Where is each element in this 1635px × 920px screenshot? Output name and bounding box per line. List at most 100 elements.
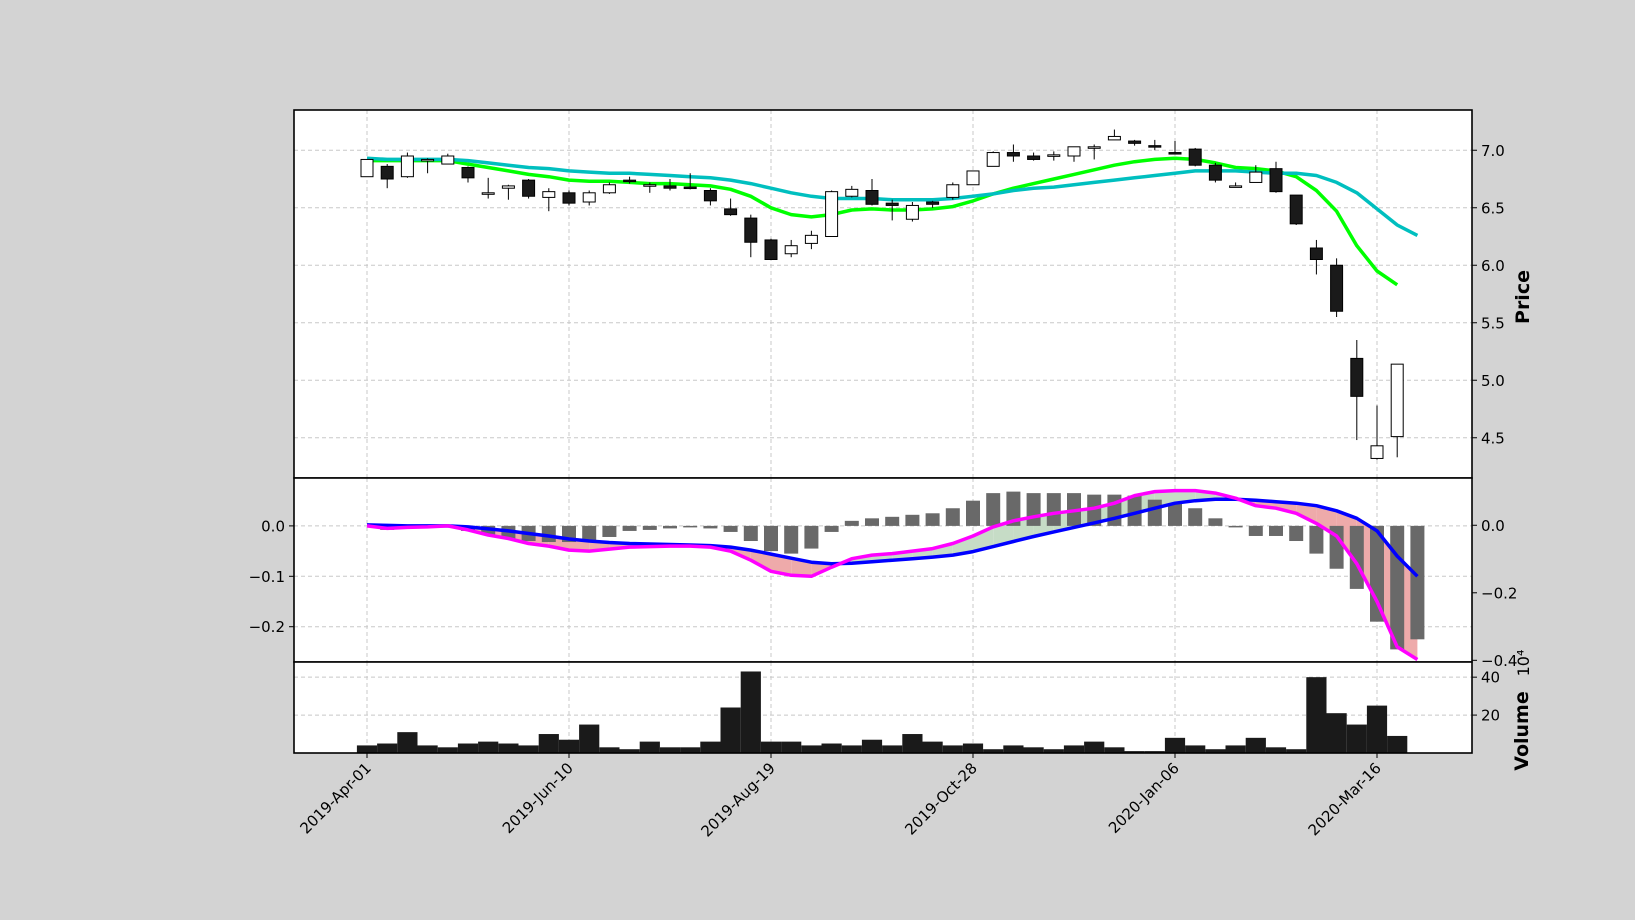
macd-histogram-bar — [1289, 525, 1304, 542]
volume-scale-label: 10⁴ — [1514, 650, 1533, 677]
candle — [1168, 141, 1182, 155]
macd-histogram-bar — [966, 500, 980, 526]
volume-bar — [882, 745, 903, 753]
candle — [1087, 144, 1101, 160]
price-tick-label: 6.5 — [1481, 199, 1505, 217]
macd-histogram-bar — [885, 516, 900, 526]
candle — [1350, 340, 1364, 441]
volume-bar — [781, 741, 802, 753]
volume-tick-label: 20 — [1481, 707, 1500, 725]
candle — [1047, 151, 1061, 161]
volume-bar — [1346, 724, 1367, 753]
volume-bar — [1366, 705, 1388, 753]
candle-body — [966, 170, 980, 186]
candle-body — [1188, 148, 1202, 166]
candle — [1188, 147, 1202, 167]
candle — [926, 200, 940, 208]
candle — [1006, 144, 1020, 162]
macd-tick-label-left: −0.1 — [249, 568, 285, 586]
candle — [461, 166, 475, 183]
macd-panel: 0.0 −0.1 −0.2 0.0 −0.2 −0.4 — [249, 477, 1517, 670]
volume-bar — [538, 734, 559, 753]
candle — [724, 198, 738, 216]
candle-body — [1027, 155, 1041, 160]
candle-body — [1229, 185, 1243, 188]
price-axis-label: Price — [1512, 270, 1534, 324]
volume-bar — [498, 743, 519, 753]
candle — [1309, 239, 1323, 275]
candle-body — [380, 165, 394, 180]
volume-bar — [680, 747, 701, 753]
candle — [865, 179, 879, 206]
volume-bar — [417, 745, 438, 753]
candle-body — [865, 190, 879, 205]
candle — [441, 153, 455, 165]
volume-tick-label: 40 — [1481, 669, 1500, 687]
candle-body — [1390, 363, 1404, 438]
macd-histogram-bar — [784, 525, 799, 554]
macd-histogram-bar — [1208, 518, 1223, 526]
macd-tick-label-left: −0.2 — [249, 618, 285, 636]
candle-body — [1128, 140, 1142, 144]
macd-histogram-bar — [945, 508, 960, 526]
candle — [1289, 194, 1303, 225]
volume-bar — [1043, 749, 1064, 753]
candle-body — [905, 204, 919, 220]
candle-body — [501, 185, 515, 189]
candle-body — [1249, 171, 1263, 183]
candle-body — [986, 152, 1000, 167]
volume-bar — [1063, 745, 1085, 753]
macd-histogram-bar — [703, 525, 718, 529]
candle — [562, 190, 576, 206]
candle — [683, 173, 697, 190]
volume-bar — [902, 734, 923, 753]
volume-bar — [700, 741, 721, 753]
macd-histogram-bar — [622, 525, 637, 531]
macd-histogram-bar — [986, 493, 1001, 526]
macd-histogram-bar — [925, 513, 940, 526]
volume-bar — [801, 745, 822, 753]
macd-histogram-bar — [804, 525, 819, 549]
volume-bar — [457, 743, 479, 753]
candle — [501, 184, 515, 200]
volume-axis-label: Volume — [1511, 691, 1533, 770]
candle-body — [1208, 164, 1222, 181]
macd-fill-segment — [750, 550, 771, 572]
candle-body — [926, 201, 940, 205]
macd-histogram-bar — [1309, 525, 1324, 554]
macd-histogram-bar — [1248, 525, 1263, 536]
macd-histogram-bar — [1147, 499, 1162, 526]
volume-bar — [659, 747, 681, 753]
volume-bar — [1084, 741, 1105, 753]
volume-bar — [1104, 747, 1125, 753]
candle — [946, 182, 960, 200]
candle-body — [1006, 152, 1020, 157]
candle-body — [1330, 264, 1344, 312]
moving-average-line — [367, 156, 1399, 287]
volume-bar — [1003, 745, 1024, 753]
candle — [1249, 165, 1263, 183]
candle-body — [562, 192, 576, 204]
price-panel: 4.5 5.0 5.5 6.0 6.5 7.0 Price — [293, 109, 1534, 479]
macd-histogram-bar — [1390, 525, 1405, 650]
candle-body — [663, 185, 677, 189]
macd-histogram-bar — [865, 518, 879, 526]
macd-histogram-bar — [905, 514, 920, 526]
volume-bar — [558, 739, 580, 753]
macd-histogram-bar — [1087, 494, 1102, 526]
candle-body — [703, 190, 717, 202]
price-y-ticks: 4.5 5.0 5.5 6.0 6.5 7.0 — [1472, 142, 1505, 447]
macd-lines — [366, 488, 1419, 661]
volume-panel: 20 40 Volume 10⁴ — [293, 650, 1533, 771]
volume-bar — [720, 707, 741, 753]
candle — [1067, 146, 1081, 162]
candle — [804, 230, 818, 250]
macd-line — [366, 488, 1419, 661]
macd-fill-segment — [952, 535, 973, 556]
candle — [481, 177, 495, 199]
candle — [825, 190, 839, 237]
macd-fill-segment — [932, 543, 953, 558]
candle — [1269, 161, 1283, 193]
candle-body — [1269, 168, 1283, 193]
